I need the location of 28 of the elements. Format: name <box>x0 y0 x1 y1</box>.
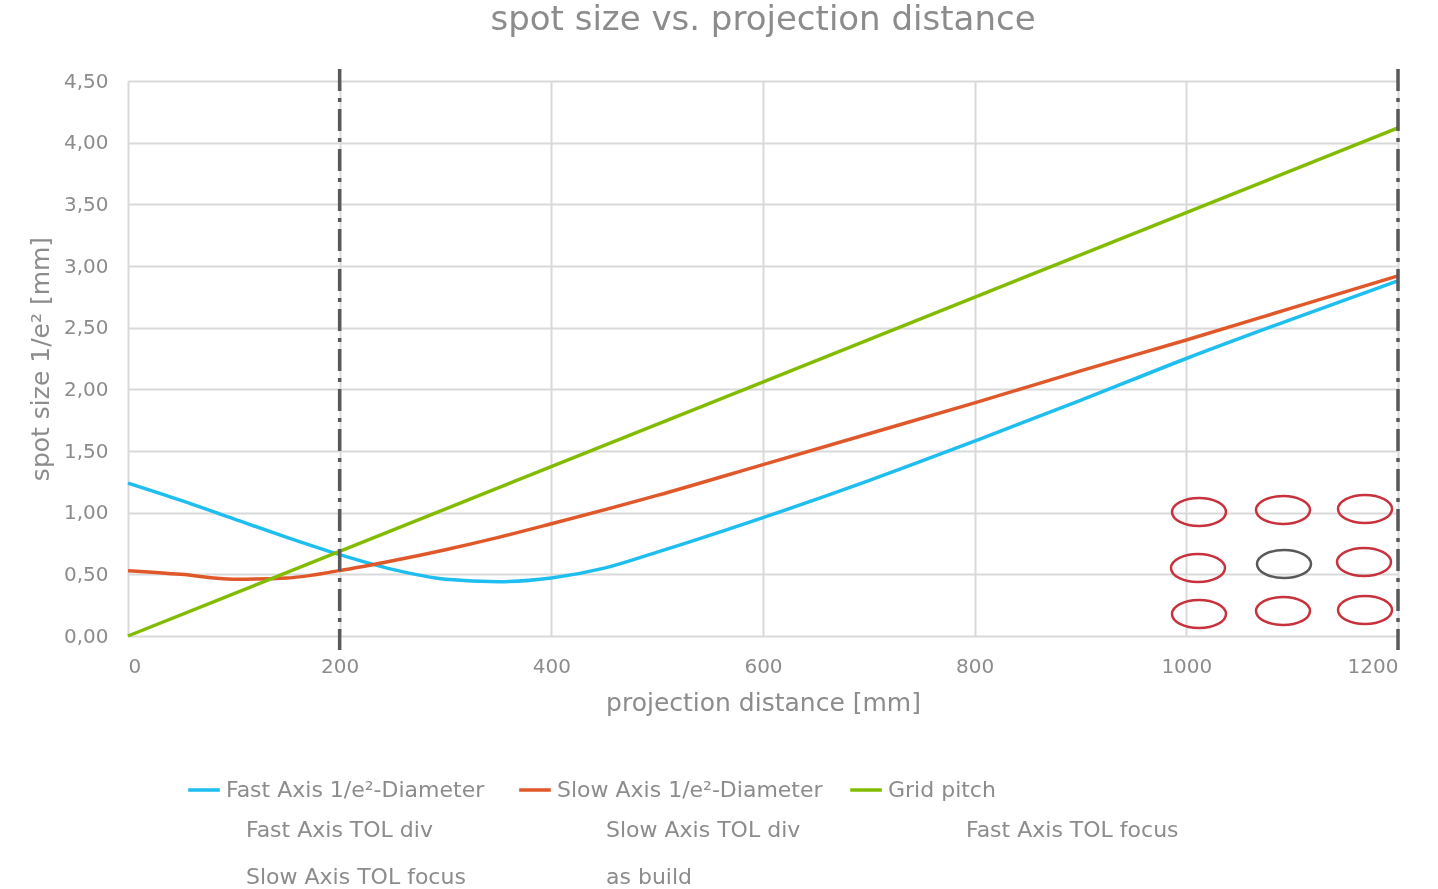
text: as build <box>606 864 693 889</box>
chart-title: spot size vs. projection distance <box>490 0 1036 39</box>
y-tick-label: 3,00 <box>63 253 109 278</box>
y-tick-label: 1,00 <box>63 500 109 525</box>
y-tick-label: 2,00 <box>63 376 109 401</box>
y-tick-label: 3,50 <box>63 191 109 216</box>
x-axis-title: projection distance [mm] <box>606 687 921 717</box>
y-tick-label: 4,00 <box>63 130 109 155</box>
y-tick-label: 1,50 <box>63 438 109 463</box>
x-tick-label: 0 <box>128 653 142 678</box>
x-tick-label: 1200 <box>1347 653 1399 678</box>
legend-label: Grid pitch <box>888 777 996 802</box>
x-tick-label: 1000 <box>1161 653 1213 678</box>
y-tick-label: 2,50 <box>63 315 109 340</box>
y-tick-label: 4,50 <box>63 68 109 93</box>
y-axis-title: spot size 1/e² [mm] <box>25 236 55 482</box>
text: Fast Axis TOL focus <box>966 817 1179 842</box>
legend-label: Fast Axis 1/e²-Diameter <box>226 777 486 802</box>
x-tick-label: 400 <box>532 653 571 678</box>
y-tick-label: 0,50 <box>63 561 109 586</box>
text: Slow Axis TOL div <box>606 817 801 842</box>
y-tick-label: 0,00 <box>63 623 109 648</box>
text: Slow Axis TOL focus <box>246 864 466 889</box>
x-tick-label: 800 <box>956 653 995 678</box>
x-tick-label: 200 <box>321 653 360 678</box>
text: Fast Axis TOL div <box>246 817 433 842</box>
legend-label: Slow Axis 1/e²-Diameter <box>557 777 824 802</box>
x-tick-label: 600 <box>744 653 783 678</box>
